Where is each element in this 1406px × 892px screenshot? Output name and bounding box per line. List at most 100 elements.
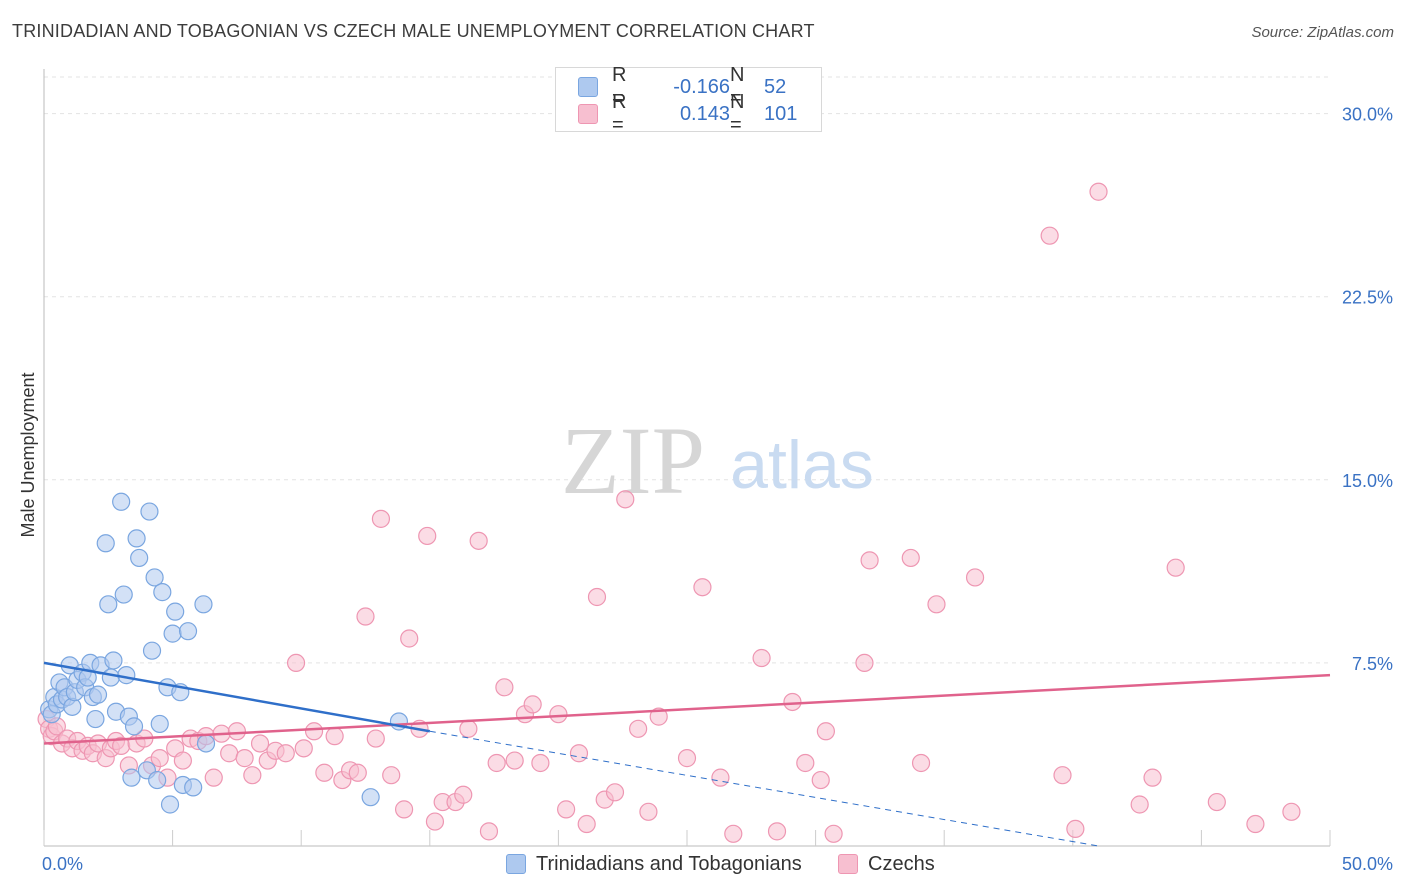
data-point-trinidadian [166, 602, 185, 621]
data-point-trinidadian [145, 568, 164, 587]
bottom-legend-swatch-series2 [838, 854, 858, 874]
data-point-czech [860, 551, 879, 570]
data-point-czech [1282, 802, 1301, 821]
legend-swatch-series1 [578, 77, 598, 97]
legend-n-label: N = [730, 64, 745, 109]
data-point-trinidadian [148, 770, 167, 790]
data-point-czech [459, 719, 478, 738]
data-point-czech [577, 814, 596, 834]
grid-layer [44, 76, 1330, 664]
legend-r-label: R = [612, 64, 627, 109]
data-point-czech [605, 783, 625, 802]
data-point-czech [204, 768, 223, 787]
data-point-trinidadian [163, 624, 182, 643]
data-point-czech [294, 739, 313, 758]
data-point-czech [505, 751, 524, 770]
data-point-czech [796, 753, 815, 773]
data-point-czech [371, 509, 391, 528]
data-point-czech [569, 744, 589, 763]
data-point-trinidadian [194, 595, 213, 614]
data-point-czech [454, 785, 473, 804]
legend-r-value: -0.166 [673, 75, 730, 98]
data-point-czech [1246, 814, 1265, 834]
watermark-atlas: atlas [730, 427, 874, 503]
y-tick-label: 22.5% [1342, 288, 1393, 308]
data-point-trinidadian [117, 666, 136, 685]
data-point-czech [711, 768, 730, 787]
data-point-trinidadian [101, 668, 120, 687]
bottom-legend-label-series2: Czechs [868, 852, 935, 875]
bottom-legend-swatch-series1 [506, 854, 526, 874]
data-point-czech [616, 490, 635, 509]
data-point-czech [911, 753, 931, 773]
legend-r-label: R = [612, 91, 627, 136]
data-point-czech [495, 678, 514, 697]
trend-line-trinidadian-extension [429, 730, 1099, 847]
data-point-czech [235, 749, 254, 768]
data-point-trinidadian [114, 585, 133, 604]
data-point-czech [1089, 182, 1108, 201]
data-point-trinidadian [140, 502, 159, 521]
data-point-czech [479, 822, 499, 841]
watermark: ZIP atlas [561, 407, 874, 514]
data-point-czech [325, 727, 344, 746]
x-tick-label: 0.0% [42, 854, 83, 874]
data-point-czech [250, 734, 270, 753]
data-point-czech [549, 705, 568, 724]
legend-r-value: 0.143 [679, 102, 730, 125]
data-point-czech [315, 763, 334, 782]
data-point-trinidadian [104, 651, 123, 670]
y-axis-label: Male Unemployment [18, 372, 38, 537]
legend-n-value: 101 [764, 102, 798, 125]
data-point-czech [150, 749, 169, 768]
data-point-trinidadian [160, 795, 180, 814]
points-layer [37, 182, 1301, 843]
data-point-czech [965, 568, 985, 587]
data-point-trinidadian [86, 709, 105, 729]
y-tick-label: 7.5% [1352, 654, 1393, 674]
data-point-trinidadian [130, 548, 149, 568]
data-point-czech [1143, 768, 1162, 787]
data-point-czech [767, 822, 787, 841]
data-point-trinidadian [196, 734, 216, 753]
data-point-czech [286, 653, 306, 673]
data-point-czech [531, 753, 550, 773]
y-tick-label: 30.0% [1342, 105, 1393, 125]
data-point-czech [366, 729, 385, 748]
data-point-czech [394, 800, 414, 819]
data-point-czech [724, 824, 743, 843]
data-point-czech [425, 812, 445, 831]
data-point-czech [1166, 558, 1185, 577]
data-point-czech [693, 578, 712, 597]
data-point-trinidadian [153, 583, 172, 602]
data-point-trinidadian [96, 534, 115, 553]
chart-title: TRINIDADIAN AND TOBAGONIAN VS CZECH MALE… [12, 21, 815, 41]
data-point-czech [752, 648, 771, 668]
data-point-czech [356, 607, 375, 626]
data-point-czech [811, 770, 830, 790]
data-point-czech [220, 744, 239, 763]
data-point-trinidadian [184, 778, 203, 797]
data-point-czech [304, 722, 324, 741]
source-label: Source: ZipAtlas.com [1251, 24, 1394, 41]
data-point-czech [649, 707, 668, 726]
data-point-czech [855, 653, 874, 673]
legend-n-label: N = [730, 91, 745, 136]
legend-swatch-series2 [578, 104, 598, 124]
data-point-czech [639, 802, 658, 821]
data-point-trinidadian [361, 788, 380, 807]
data-point-czech [677, 749, 697, 768]
data-point-czech [243, 766, 262, 785]
data-point-trinidadian [178, 622, 198, 641]
data-point-trinidadian [99, 595, 118, 614]
data-point-czech [629, 719, 648, 738]
trend-line-trinidadian [43, 661, 431, 733]
data-point-czech [1207, 792, 1226, 812]
data-point-czech [469, 531, 488, 550]
legend-row-series2: R = 0.143 N = 101 [578, 91, 797, 136]
data-point-czech [348, 763, 367, 782]
bottom-legend-label-series1: Trinidadians and Tobagonians [536, 852, 802, 875]
data-point-czech [400, 629, 419, 648]
data-point-czech [276, 744, 295, 763]
